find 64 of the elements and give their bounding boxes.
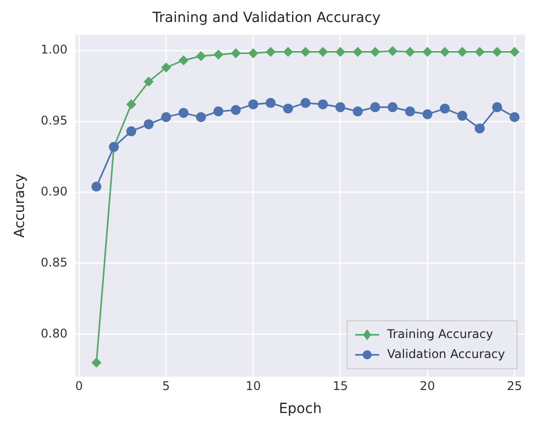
point (440, 46, 450, 57)
point (178, 55, 189, 66)
point (318, 99, 328, 110)
point (422, 46, 432, 57)
point (352, 106, 363, 116)
point (196, 112, 206, 122)
point (335, 102, 346, 112)
point (492, 102, 502, 112)
point (422, 109, 432, 120)
y-tick-label: 0.90 (40, 184, 68, 198)
point (248, 99, 258, 110)
point (91, 358, 102, 368)
point (283, 104, 294, 114)
point (300, 46, 310, 57)
point (474, 46, 485, 57)
x-tick-label: 25 (506, 379, 522, 394)
point (196, 51, 206, 62)
point (144, 76, 154, 87)
y-axis-title: Accuracy (12, 174, 28, 238)
point (91, 182, 102, 192)
y-tick-label: 1.00 (40, 42, 68, 57)
point (492, 46, 502, 57)
x-tick-label: 15 (332, 379, 348, 394)
point (510, 112, 520, 122)
point (352, 46, 363, 57)
point (370, 102, 380, 112)
y-tick-label: 0.80 (40, 326, 68, 340)
point (230, 48, 241, 58)
y-tick-label: 0.95 (40, 113, 68, 128)
point (510, 46, 520, 57)
y-tick-label: 0.85 (40, 255, 68, 270)
x-axis-title: Epoch (278, 401, 322, 418)
point (230, 105, 241, 116)
point (300, 98, 310, 108)
chart-title: Training and Validation Accuracy (152, 10, 380, 26)
legend-label: Validation Accuracy (387, 346, 506, 361)
point (144, 119, 154, 130)
x-tick-label: 5 (162, 379, 170, 394)
x-tick-label: 20 (420, 379, 436, 394)
point (248, 48, 258, 58)
point (161, 112, 172, 122)
point (388, 102, 398, 112)
point (283, 46, 294, 57)
point (266, 46, 276, 57)
point (405, 46, 416, 57)
legend-label: Training Accuracy (386, 326, 494, 341)
point (178, 108, 189, 118)
point (161, 62, 172, 72)
point (126, 126, 136, 136)
point (335, 46, 346, 57)
point (266, 98, 276, 108)
point (318, 46, 328, 57)
x-tick-label: 0 (75, 379, 83, 394)
point (457, 110, 468, 121)
point (213, 50, 224, 60)
point (405, 106, 416, 116)
point (370, 46, 380, 57)
point (440, 104, 450, 114)
point (388, 46, 398, 56)
point (457, 46, 468, 57)
point (474, 123, 485, 134)
point (213, 106, 224, 116)
x-tick-label: 10 (246, 379, 261, 394)
point (126, 99, 136, 110)
